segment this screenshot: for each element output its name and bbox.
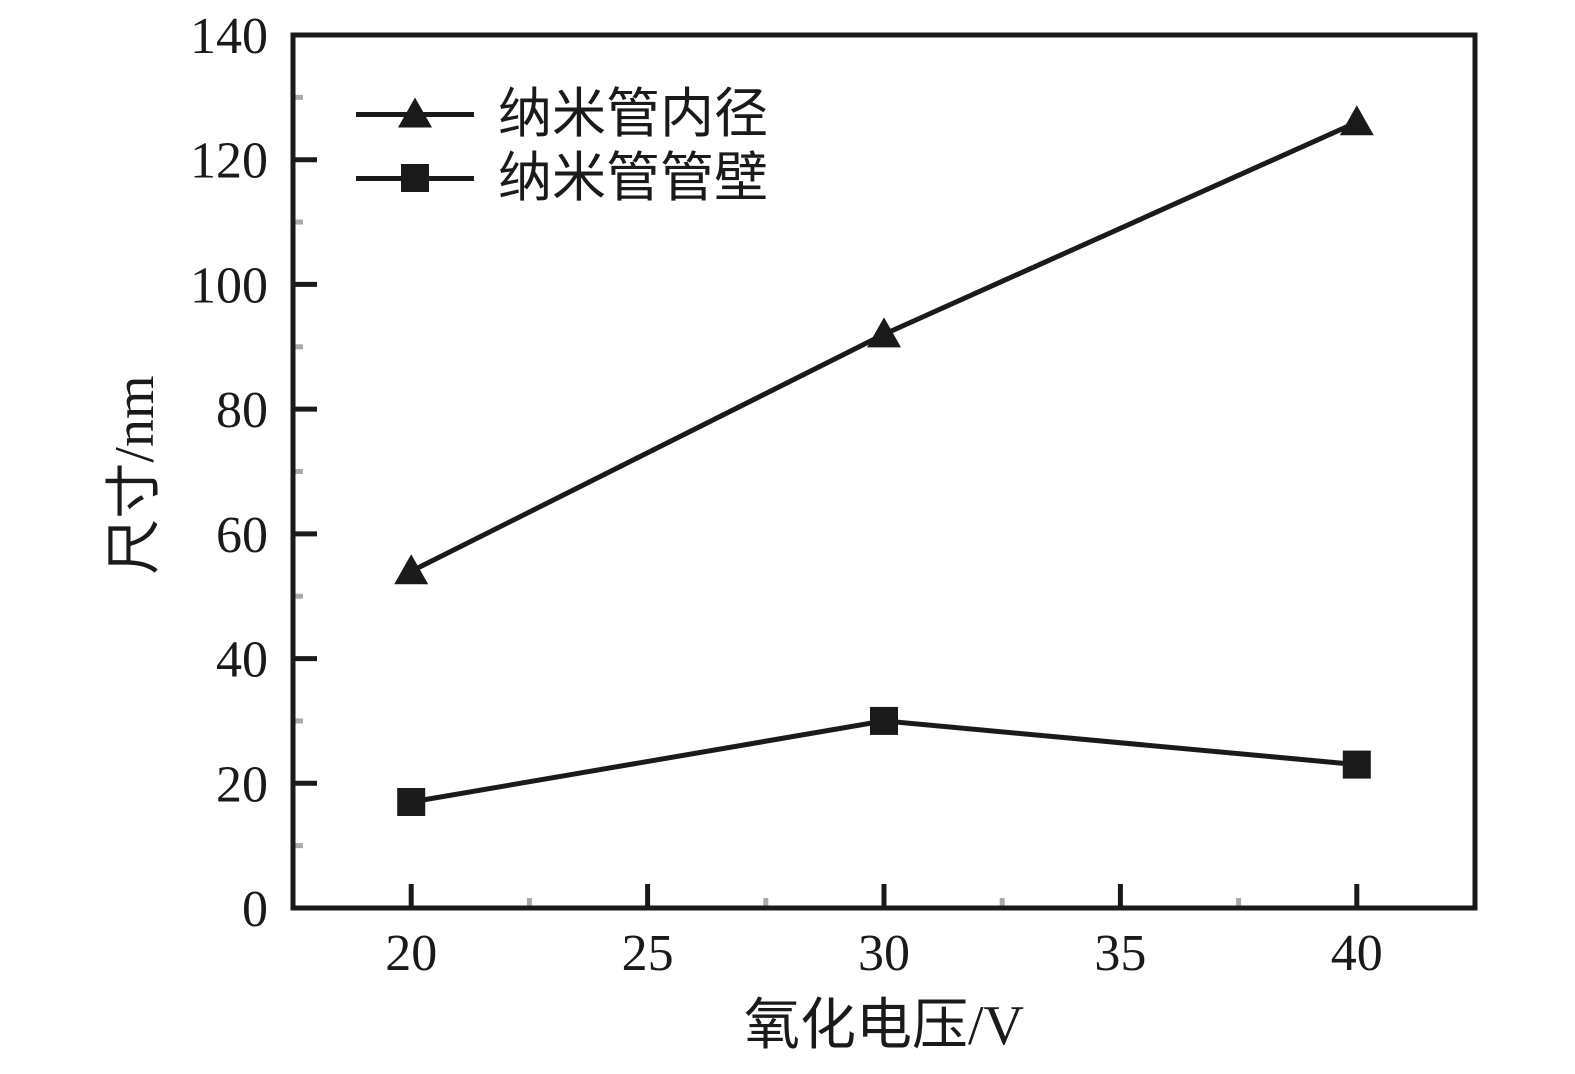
x-tick-label: 40 [1331,925,1383,982]
legend-label-wall: 纳米管管壁 [498,148,768,208]
square-point [870,706,898,735]
legend: 纳米管内径 纳米管管壁 [356,82,768,210]
x-tick-label: 25 [622,925,674,982]
triangle-marker [356,96,474,132]
tick-labels: 20 25 30 35 40 0 20 40 60 80 100 120 140 [190,8,1383,982]
triangle-point [394,554,429,585]
square-point [1342,750,1371,779]
triangle-point [1339,105,1374,136]
triangle-point [867,317,901,348]
y-axis-title: 尺寸/nm [104,375,166,575]
y-tick-label: 120 [190,133,268,190]
square-icon [401,164,429,192]
plot-frame [290,32,1478,911]
x-tick-label: 30 [858,925,910,982]
y-tick-label: 20 [216,756,268,813]
y-tick-label: 0 [242,881,268,938]
legend-item-wall: 纳米管管壁 [356,146,768,210]
x-axis-title: 氧化电压/V [744,995,1024,1057]
major-ticks [293,157,1360,908]
series-0 [394,105,1374,585]
x-tick-label: 20 [385,925,437,982]
series-1 [397,706,1371,816]
x-tick-label: 35 [1094,925,1146,982]
y-tick-label: 40 [216,632,268,689]
triangle-icon [398,97,432,128]
legend-label-inner-diameter: 纳米管内径 [498,84,768,144]
y-tick-label: 60 [216,507,268,564]
y-tick-label: 140 [190,8,268,65]
legend-item-inner-diameter: 纳米管内径 [356,82,768,146]
square-point [397,787,426,816]
square-marker [356,160,474,196]
minor-ticks [293,94,1242,908]
y-tick-label: 80 [216,382,268,439]
y-tick-label: 100 [190,257,268,314]
